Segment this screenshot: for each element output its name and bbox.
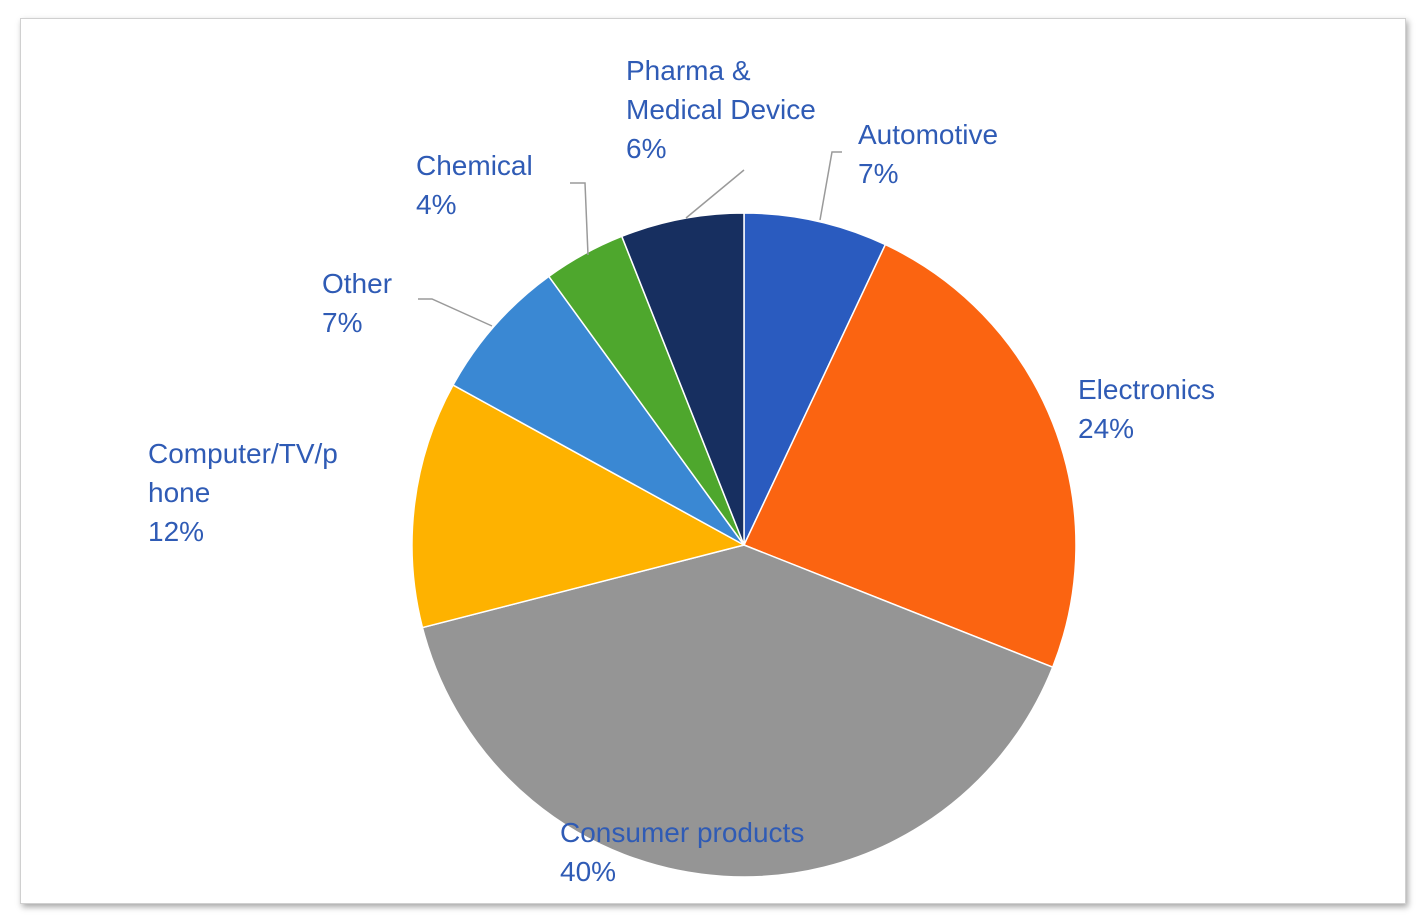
data-label-category: Electronics — [1078, 374, 1215, 405]
leader-line — [819, 151, 842, 221]
data-label-category: Other — [322, 268, 392, 299]
data-label-category: Consumer products — [560, 817, 804, 848]
pie-slice-consumer-products — [421, 544, 1054, 878]
data-label-category: Automotive — [858, 119, 998, 150]
data-label-percent: 7% — [858, 158, 898, 189]
data-label-category: hone — [148, 477, 210, 508]
pie-slice-computer-tv-p-hone — [411, 384, 747, 629]
pie-slice-automotive — [743, 212, 887, 546]
data-label-percent: 24% — [1078, 413, 1134, 444]
pie-slice-pharma-medical-device — [620, 212, 745, 546]
leader-line — [685, 169, 745, 219]
data-label-category: Medical Device — [626, 94, 816, 125]
data-label-category: Chemical — [416, 150, 533, 181]
leader-line — [570, 182, 589, 256]
pie-slice-electronics — [742, 243, 1077, 669]
data-label-percent: 4% — [416, 189, 456, 220]
data-label-category: Pharma & — [626, 55, 751, 86]
data-labels: Automotive 7% Electronics 24% Consumer produ… — [148, 55, 1215, 887]
data-label-percent: 6% — [626, 133, 666, 164]
leader-line — [418, 298, 493, 327]
pie-slice-other — [452, 275, 745, 546]
data-label-category: Computer/TV/p — [148, 438, 338, 469]
pie-slices — [411, 212, 1077, 878]
data-label-percent: 40% — [560, 856, 616, 887]
data-label-percent: 12% — [148, 516, 204, 547]
data-label-percent: 7% — [322, 307, 362, 338]
